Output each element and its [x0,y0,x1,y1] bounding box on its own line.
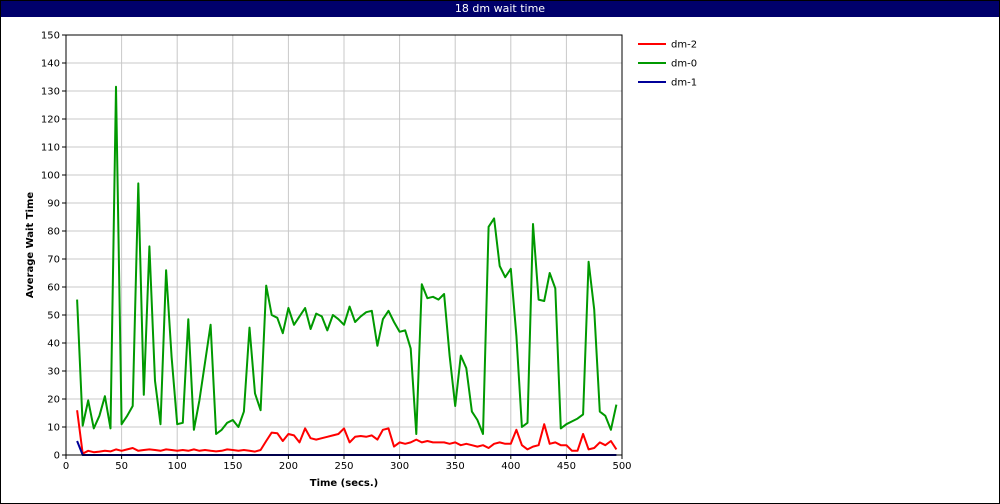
grid-lines [66,35,622,455]
x-tick-label: 200 [279,461,298,472]
x-tick-label: 50 [115,461,128,472]
x-axis-label: Time (secs.) [310,478,379,489]
x-tick-label: 400 [501,461,520,472]
tick-marks [62,34,623,459]
y-tick-label: 90 [47,199,60,210]
y-axis-label: Average Wait Time [25,192,36,299]
series-line-dm-0 [76,85,618,435]
y-tick-label: 30 [47,367,60,378]
x-tick-label: 100 [168,461,187,472]
y-tick-label: 40 [47,339,60,350]
x-tick-label: 150 [223,461,242,472]
x-tick-label: 350 [446,461,465,472]
y-tick-labels: 0 10 20 30 40 50 60 70 80 90 100 110 120 130 140 150 [41,31,60,462]
x-tick-label: 250 [334,461,353,472]
x-tick-label: 450 [557,461,576,472]
series-line-dm-1 [76,440,617,456]
y-tick-label: 20 [47,395,60,406]
y-tick-label: 100 [41,171,60,182]
y-tick-label: 50 [47,311,60,322]
y-tick-label: 80 [47,227,60,238]
y-tick-label: 110 [41,143,60,154]
y-tick-label: 70 [47,255,60,266]
y-tick-label: 150 [41,31,60,42]
legend-label-dm-1: dm-1 [671,78,697,89]
y-tick-label: 120 [41,115,60,126]
legend: dm-2 dm-0 dm-1 [638,40,697,89]
series-line-dm-2 [76,410,618,455]
series-layer [76,85,618,456]
y-tick-label: 10 [47,423,60,434]
legend-label-dm-2: dm-2 [671,40,697,51]
legend-label-dm-0: dm-0 [671,59,697,70]
y-tick-label: 60 [47,283,60,294]
x-tick-label: 300 [390,461,409,472]
x-tick-label: 500 [612,461,631,472]
x-tick-label: 0 [63,461,69,472]
y-tick-label: 0 [54,451,60,462]
chart-title: 18 dm wait time [1,1,999,17]
y-tick-label: 130 [41,87,60,98]
x-tick-labels: 0 50 100 150 200 250 300 350 400 450 500 [63,461,632,472]
y-tick-label: 140 [41,59,60,70]
